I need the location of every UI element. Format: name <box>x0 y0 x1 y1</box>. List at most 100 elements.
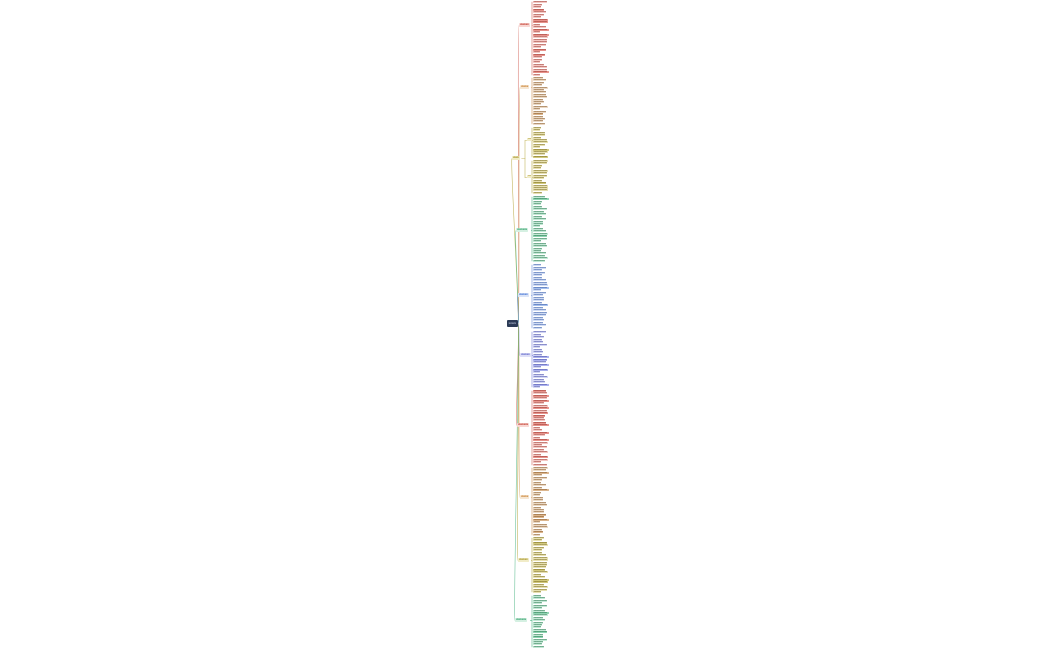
leaf-node[interactable]: xxxxxxxxxxxxxxxx <box>533 414 545 417</box>
leaf-node[interactable]: xxxxxxxxxxxxxxxx <box>533 66 547 69</box>
leaf-node[interactable]: xxxxxxxxxxxxxxxx <box>533 508 544 511</box>
leaf-node[interactable]: xxxxxxxxxxxxxxxx <box>533 513 546 516</box>
leaf-node[interactable]: xxxxxxxxxxxxxxxx <box>533 41 547 44</box>
leaf-node[interactable]: xxxxxxxxxxxxxxxx <box>533 139 547 142</box>
branch-label-b7[interactable]: xxxxxxx <box>517 423 529 427</box>
branch-label-b10[interactable]: xxxxxxx <box>515 618 527 622</box>
leaf-node[interactable]: xxxxxxxxxxxxxxxx <box>533 218 546 221</box>
leaf-node[interactable]: xxxxxxxxxxxxxxxx <box>533 390 546 392</box>
leaf-node[interactable]: xxxxxxxxxxxxxxxx <box>533 63 544 66</box>
leaf-node[interactable]: xxxxxxxxxxxxxxxx <box>533 381 545 383</box>
leaf-node[interactable]: xxxxxxxxxxxxxxxx <box>533 628 546 631</box>
leaf-node[interactable]: xxxxxxxxxxxxxxxx <box>533 597 545 600</box>
leaf-node[interactable]: xxxxxxxxxxxxxxxx <box>533 105 548 108</box>
leaf-node[interactable]: xxxxxxxxxxxxxxxx <box>533 324 546 327</box>
leaf-node[interactable]: xxxxxxxxxxxxxxxx <box>533 602 542 605</box>
leaf-node[interactable]: xxxxxxxxxxxxxxxx <box>533 249 541 252</box>
leaf-node[interactable]: xxxxxxxxxxxxxxxx <box>533 160 548 162</box>
leaf-node[interactable]: xxxxxxxxxxxxxxxx <box>533 301 542 304</box>
leaf-node[interactable]: xxxxxxxxxxxxxxxx <box>533 153 545 156</box>
leaf-node[interactable]: xxxxxxxxxxxxxxxx <box>533 469 546 472</box>
leaf-node[interactable]: xxxxxxxxxxxxxxxx <box>533 358 547 361</box>
leaf-node[interactable]: xxxxxxxxxxxxxxxx <box>533 56 542 59</box>
leaf-node[interactable]: xxxxxxxxxxxxxxxx <box>533 363 549 366</box>
leaf-node[interactable]: xxxxxxxxxxxxxxxx <box>533 533 540 536</box>
leaf-node[interactable]: xxxxxxxxxxxxxxxx <box>533 619 545 622</box>
leaf-node[interactable]: xxxxxxxxxxxxxxxx <box>533 549 542 552</box>
leaf-node[interactable]: xxxxxxxxxxxxxxxx <box>533 501 546 504</box>
leaf-node[interactable]: xxxxxxxxxxxxxxxx <box>533 366 541 368</box>
leaf-node[interactable]: xxxxxxxxxxxxxxxx <box>533 232 548 235</box>
leaf-node[interactable]: xxxxxxxxxxxxxxxx <box>533 556 548 559</box>
leaf-node[interactable]: xxxxxxxxxxxxxxxx <box>533 409 547 412</box>
leaf-node[interactable]: xxxxxxxxxxxxxxxx <box>533 51 540 54</box>
leaf-node[interactable]: xxxxxxxxxxxxxxxx <box>533 611 549 614</box>
leaf-node[interactable]: xxxxxxxxxxxxxxxx <box>533 588 547 591</box>
leaf-node[interactable]: xxxxxxxxxxxxxxxx <box>533 252 546 255</box>
leaf-node[interactable]: xxxxxxxxxxxxxxxx <box>533 289 541 292</box>
leaf-node[interactable]: xxxxxxxxxxxxxxxx <box>533 269 542 272</box>
leaf-node[interactable]: xxxxxxxxxxxxxxxx <box>533 203 541 206</box>
leaf-node[interactable]: xxxxxxxxxxxxxxxx <box>533 434 545 437</box>
leaf-node[interactable]: xxxxxxxxxxxxxxxx <box>533 96 547 99</box>
leaf-node[interactable]: xxxxxxxxxxxxxxxx <box>533 481 541 484</box>
leaf-node[interactable]: xxxxxxxxxxxxxxxx <box>533 127 541 129</box>
leaf-node[interactable]: xxxxxxxxxxxxxxxx <box>533 361 546 363</box>
leaf-node[interactable]: xxxxxxxxxxxxxxxx <box>533 1 547 3</box>
leaf-node[interactable]: xxxxxxxxxxxxxxxx <box>533 237 547 240</box>
leaf-node[interactable]: xxxxxxxxxxxxxxxx <box>533 294 543 297</box>
leaf-node[interactable]: xxxxxxxxxxxxxxxx <box>533 184 548 187</box>
leaf-node[interactable]: xxxxxxxxxxxxxxxx <box>533 516 544 519</box>
leaf-node[interactable]: xxxxxxxxxxxxxxxx <box>533 616 543 619</box>
branch-label-b6[interactable]: xxxxxx <box>520 353 531 357</box>
leaf-node[interactable]: xxxxxxxxxxxxxxxx <box>533 546 544 549</box>
leaf-node[interactable]: xxxxxxxxxxxxxxxx <box>533 291 546 294</box>
leaf-node[interactable]: xxxxxxxxxxxxxxxx <box>533 103 541 106</box>
subtopic-label-b3b[interactable]: xxx <box>527 175 532 179</box>
leaf-node[interactable]: xxxxxxxxxxxxxxxx <box>533 89 544 92</box>
leaf-node[interactable]: xxxxxxxxxxxxxxxx <box>533 198 549 201</box>
leaf-node[interactable]: xxxxxxxxxxxxxxxx <box>533 544 548 547</box>
leaf-node[interactable]: xxxxxxxxxxxxxxxx <box>533 346 540 348</box>
leaf-node[interactable]: xxxxxxxxxxxxxxxx <box>533 636 543 639</box>
leaf-node[interactable]: xxxxxxxxxxxxxxxx <box>533 179 542 182</box>
leaf-node[interactable]: xxxxxxxxxxxxxxxx <box>533 399 549 402</box>
leaf-node[interactable]: xxxxxxxxxxxxxxxx <box>533 526 548 529</box>
leaf-node[interactable]: xxxxxxxxxxxxxxxx <box>533 141 548 144</box>
leaf-node[interactable]: xxxxxxxxxxxxxxxx <box>533 264 541 266</box>
leaf-node[interactable]: xxxxxxxxxxxxxxxx <box>533 6 541 9</box>
leaf-node[interactable]: xxxxxxxxxxxxxxxx <box>533 467 548 469</box>
leaf-node[interactable]: xxxxxxxxxxxxxxxx <box>533 474 542 477</box>
leaf-node[interactable]: xxxxxxxxxxxxxxxx <box>533 353 542 356</box>
leaf-node[interactable]: xxxxxxxxxxxxxxxx <box>533 463 547 466</box>
leaf-node[interactable]: xxxxxxxxxxxxxxxx <box>533 38 547 41</box>
leaf-node[interactable]: xxxxxxxxxxxxxxxx <box>533 196 545 198</box>
leaf-node[interactable]: xxxxxxxxxxxxxxxx <box>533 8 544 11</box>
leaf-node[interactable]: xxxxxxxxxxxxxxxx <box>533 208 547 211</box>
leaf-node[interactable]: xxxxxxxxxxxxxxxx <box>533 471 549 474</box>
leaf-node[interactable]: xxxxxxxxxxxxxxxx <box>533 431 549 434</box>
leaf-node[interactable]: xxxxxxxxxxxxxxxx <box>533 162 547 165</box>
leaf-node[interactable]: xxxxxxxxxxxxxxxx <box>533 286 549 289</box>
leaf-node[interactable]: xxxxxxxxxxxxxxxx <box>533 590 541 593</box>
leaf-node[interactable]: xxxxxxxxxxxxxxxx <box>533 16 541 19</box>
leaf-node[interactable]: xxxxxxxxxxxxxxxx <box>533 227 543 230</box>
leaf-node[interactable]: xxxxxxxxxxxxxxxx <box>533 210 544 213</box>
leaf-node[interactable]: xxxxxxxxxxxxxxxx <box>533 336 544 338</box>
leaf-node[interactable]: xxxxxxxxxxxxxxxx <box>533 98 543 101</box>
leaf-node[interactable]: xxxxxxxxxxxxxxxx <box>533 136 541 139</box>
leaf-node[interactable]: xxxxxxxxxxxxxxxx <box>533 554 546 557</box>
leaf-node[interactable]: xxxxxxxxxxxxxxxx <box>533 368 548 371</box>
leaf-node[interactable]: xxxxxxxxxxxxxxxx <box>533 31 540 34</box>
leaf-node[interactable]: xxxxxxxxxxxxxxxx <box>533 110 546 113</box>
leaf-node[interactable]: xxxxxxxxxxxxxxxx <box>533 494 540 497</box>
leaf-node[interactable]: xxxxxxxxxxxxxxxx <box>533 511 544 514</box>
leaf-node[interactable]: xxxxxxxxxxxxxxxx <box>533 115 543 118</box>
leaf-node[interactable]: xxxxxxxxxxxxxxxx <box>533 26 546 29</box>
leaf-node[interactable]: xxxxxxxxxxxxxxxx <box>533 371 540 373</box>
leaf-node[interactable]: xxxxxxxxxxxxxxxx <box>533 581 548 584</box>
leaf-node[interactable]: xxxxxxxxxxxxxxxx <box>533 424 549 427</box>
leaf-node[interactable]: xxxxxxxxxxxxxxxx <box>533 172 547 175</box>
leaf-node[interactable]: xxxxxxxxxxxxxxxx <box>533 576 545 579</box>
branch-label-b5[interactable]: xxxxxx <box>518 293 529 297</box>
